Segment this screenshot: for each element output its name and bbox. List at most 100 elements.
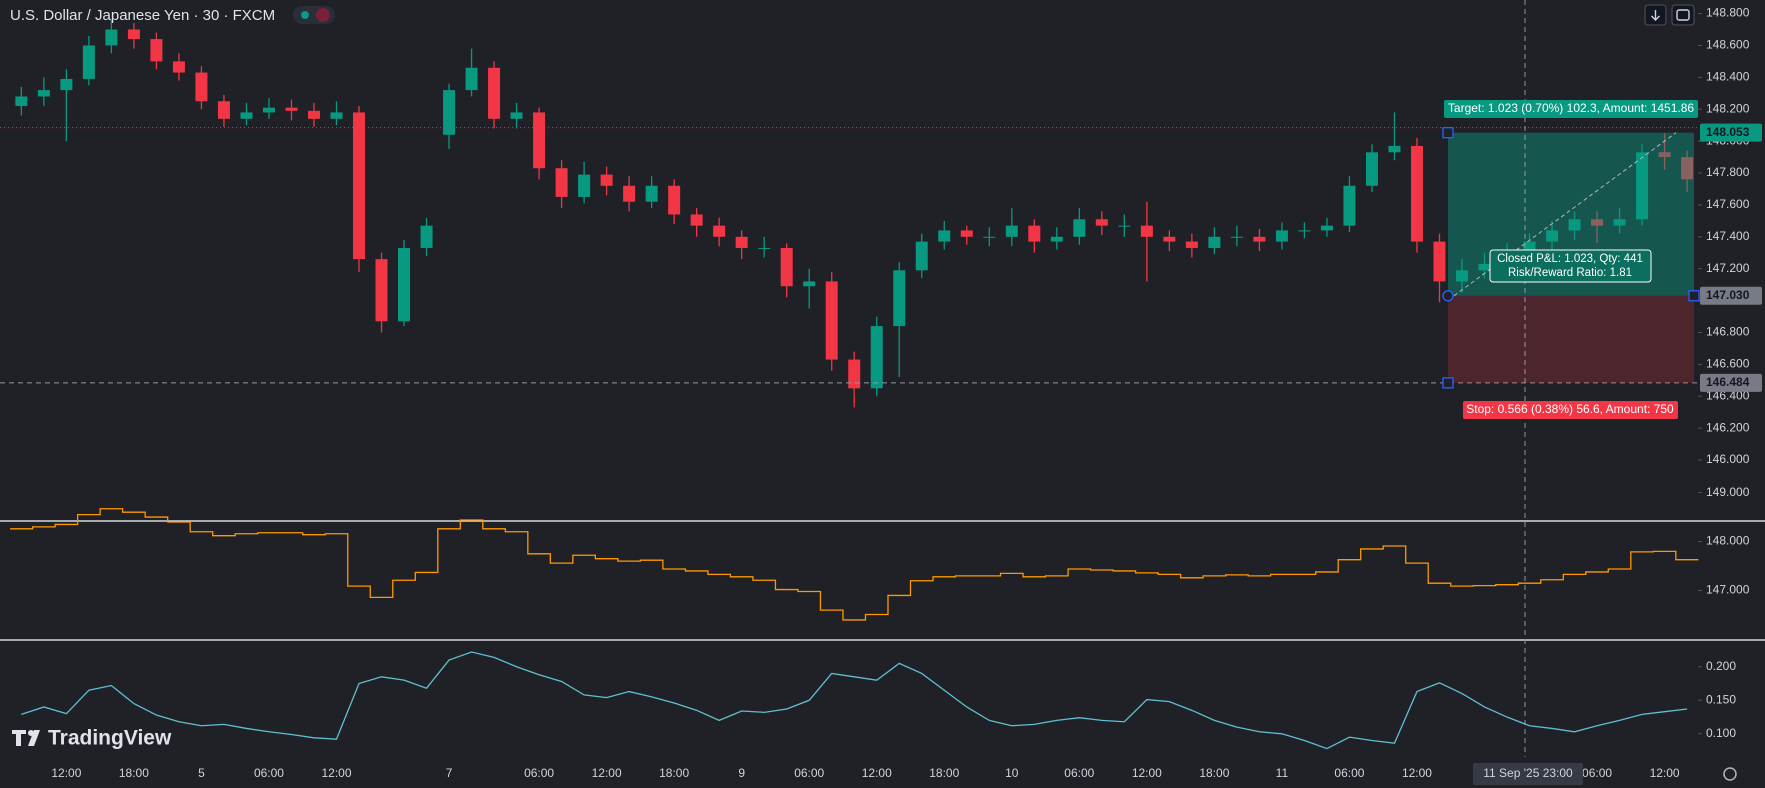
y-tick-label: 146.200 bbox=[1706, 420, 1750, 434]
candle-body bbox=[82, 45, 95, 79]
candle-body bbox=[780, 247, 793, 287]
y-tick-label: 148.200 bbox=[1706, 101, 1750, 115]
handle bbox=[1688, 290, 1700, 302]
x-tick-label: 12:00 bbox=[321, 766, 351, 780]
x-tick-label: 12:00 bbox=[1650, 766, 1680, 780]
candle-body bbox=[1433, 241, 1446, 282]
price-label-box bbox=[1700, 286, 1762, 305]
candle-body bbox=[1613, 219, 1626, 226]
toolbar-buttons bbox=[1644, 4, 1695, 26]
candle-body bbox=[262, 107, 275, 113]
candle-body bbox=[105, 29, 118, 46]
y-tick-label: 0.150 bbox=[1706, 692, 1736, 706]
candle-body bbox=[983, 236, 996, 238]
candle-body bbox=[960, 230, 973, 237]
candle-body bbox=[668, 185, 681, 215]
settings-icon[interactable] bbox=[1723, 767, 1737, 781]
candle-body bbox=[803, 281, 816, 287]
indicator-line bbox=[21, 651, 1688, 750]
result-label: Closed P&L: 1.023, Qty: 441 bbox=[1497, 253, 1643, 265]
candle-body bbox=[443, 90, 456, 135]
candle-body bbox=[1681, 157, 1694, 180]
candle-body bbox=[1163, 236, 1176, 242]
candle-body bbox=[645, 185, 658, 202]
candle-body bbox=[285, 107, 298, 111]
x-tick-label: 18:00 bbox=[659, 766, 689, 780]
candle-body bbox=[1523, 241, 1536, 253]
candle-body bbox=[1343, 185, 1356, 226]
handle bbox=[1442, 290, 1454, 302]
x-tick-label: 06:00 bbox=[254, 766, 284, 780]
candle-body bbox=[1208, 236, 1221, 248]
y-tick-label: 146.600 bbox=[1706, 357, 1750, 371]
candle-body bbox=[1568, 219, 1581, 231]
x-tick-label: 9 bbox=[738, 766, 745, 780]
candle-body bbox=[60, 78, 73, 91]
candle-body bbox=[217, 101, 230, 119]
price-label: 147.030 bbox=[1706, 288, 1750, 302]
x-tick-label: 11 bbox=[1276, 766, 1289, 780]
candle-body bbox=[420, 225, 433, 248]
candle-body bbox=[1118, 225, 1131, 227]
candle-body bbox=[1410, 145, 1423, 242]
candle-body bbox=[825, 281, 838, 360]
stop-label: Stop: 0.566 (0.38%) 56.6, Amount: 750 bbox=[1466, 402, 1674, 416]
status-toggle[interactable] bbox=[293, 6, 335, 24]
crosshair-time: 11 Sep '25 23:00 bbox=[1483, 766, 1573, 780]
y-tick-label: 149.000 bbox=[1706, 485, 1750, 499]
y-tick-label: 0.200 bbox=[1706, 659, 1736, 673]
candle-body bbox=[1636, 152, 1649, 220]
candle-body bbox=[1050, 236, 1063, 242]
candle-body bbox=[1095, 219, 1108, 226]
handle bbox=[1442, 127, 1454, 139]
candle-body bbox=[353, 112, 366, 260]
candle-body bbox=[555, 168, 568, 197]
price-label-box bbox=[1700, 123, 1762, 142]
button[interactable] bbox=[1671, 4, 1695, 26]
candle-body bbox=[240, 112, 253, 119]
logo bbox=[28, 730, 34, 736]
candle-body bbox=[623, 185, 636, 202]
candle-body bbox=[870, 326, 883, 389]
x-tick-label: 10 bbox=[1005, 766, 1019, 780]
candle-body bbox=[713, 225, 726, 237]
candle-body bbox=[127, 29, 140, 40]
price-label: 148.053 bbox=[1706, 125, 1750, 139]
candle-body bbox=[1365, 152, 1378, 186]
crosshair-time-box bbox=[1473, 763, 1583, 785]
candle-body bbox=[735, 236, 748, 248]
toggle-dot bbox=[316, 8, 330, 22]
target-label: Target: 1.023 (0.70%) 102.3, Amount: 145… bbox=[1448, 101, 1694, 115]
indicator-line bbox=[10, 508, 1699, 621]
y-tick-label: 146.400 bbox=[1706, 388, 1750, 402]
candle-body bbox=[758, 247, 771, 249]
x-tick-label: 12:00 bbox=[1132, 766, 1162, 780]
candle-body bbox=[510, 112, 523, 119]
x-tick-label: 7 bbox=[446, 766, 453, 780]
candle-body bbox=[307, 110, 320, 119]
candle-body bbox=[330, 112, 343, 119]
y-tick-label: 148.600 bbox=[1706, 38, 1750, 52]
x-tick-label: 12:00 bbox=[592, 766, 622, 780]
watermark: TradingView bbox=[12, 727, 172, 750]
candle-body bbox=[150, 39, 163, 62]
candle-body bbox=[37, 90, 50, 97]
candle-body bbox=[1230, 236, 1243, 238]
price-label: 146.484 bbox=[1706, 375, 1750, 389]
candle-body bbox=[1546, 230, 1559, 242]
handle bbox=[1442, 377, 1454, 389]
y-tick-label: 147.200 bbox=[1706, 261, 1750, 275]
candle-body bbox=[848, 359, 861, 389]
candle-body bbox=[1388, 145, 1401, 153]
candle-body bbox=[172, 61, 185, 73]
result-label-box bbox=[1489, 249, 1652, 283]
candle-body bbox=[1073, 219, 1086, 237]
x-tick-label: 12:00 bbox=[1402, 766, 1432, 780]
candle-body bbox=[1005, 225, 1018, 237]
candle-body bbox=[915, 241, 928, 271]
x-tick-label: 06:00 bbox=[1064, 766, 1094, 780]
x-tick-label: 06:00 bbox=[1334, 766, 1364, 780]
candle-body bbox=[1298, 230, 1311, 232]
